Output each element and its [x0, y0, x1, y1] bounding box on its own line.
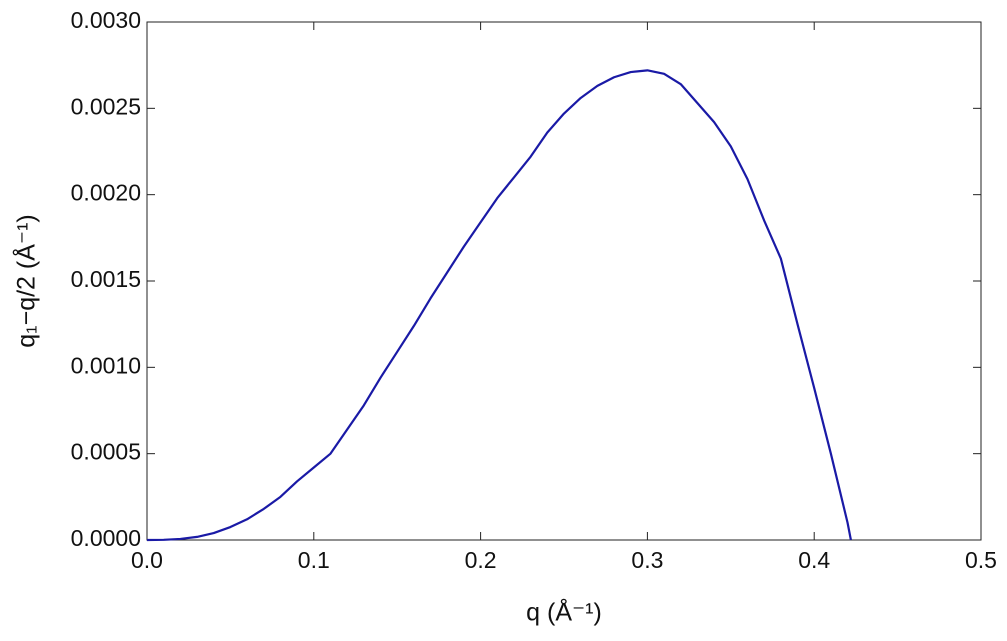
y-tick-label: 0.0030	[71, 7, 141, 33]
y-tick-label: 0.0025	[71, 93, 141, 119]
x-axis-label: q (Å⁻¹)	[526, 597, 602, 627]
x-tick-label: 0.3	[631, 547, 663, 573]
x-tick-label: 0.2	[465, 547, 497, 573]
x-tick-label: 0.4	[798, 547, 830, 573]
y-axis-label: q₁−q/2 (Å⁻¹)	[11, 214, 41, 347]
y-tick-label: 0.0020	[71, 180, 141, 206]
line-series	[146, 69, 852, 542]
y-tick-label: 0.0010	[71, 352, 141, 378]
x-tick-label: 0.5	[965, 547, 997, 573]
x-tick-label: 0.1	[298, 547, 330, 573]
y-tick-label: 0.0005	[71, 439, 141, 465]
y-tick-label: 0.0000	[71, 525, 141, 551]
y-tick-label: 0.0015	[71, 266, 141, 292]
x-tick-label: 0.0	[131, 547, 163, 573]
plot-frame	[146, 21, 982, 541]
